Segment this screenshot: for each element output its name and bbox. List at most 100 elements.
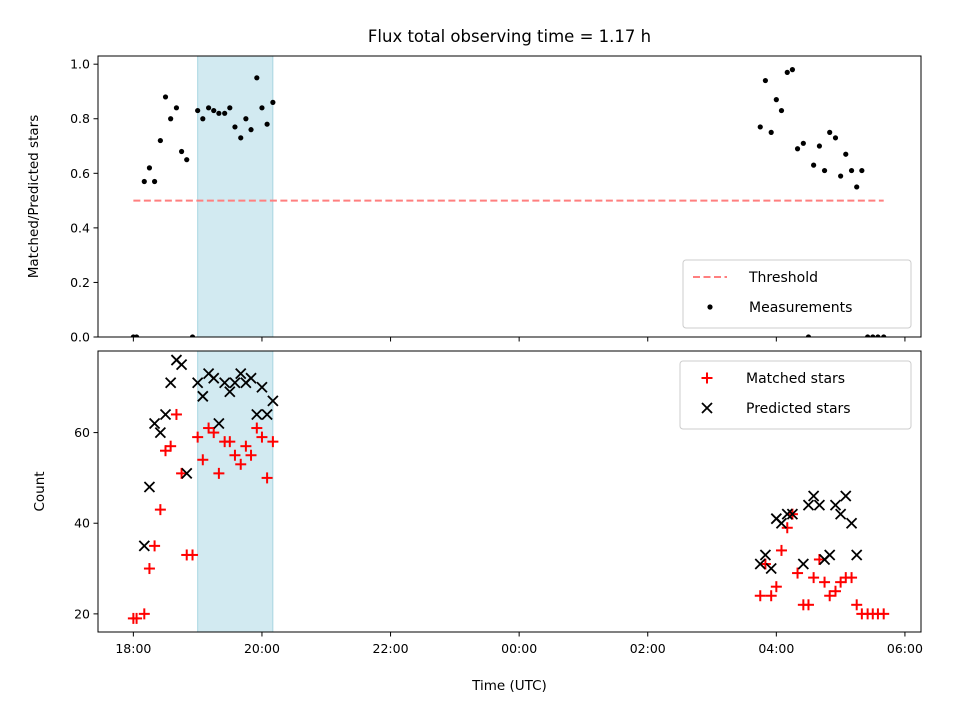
predicted-star-point	[148, 417, 161, 430]
measurement-point	[773, 97, 779, 103]
matched-star-point	[261, 472, 273, 484]
measurement-point	[222, 110, 228, 116]
predicted-star-point	[851, 549, 863, 561]
matched-star-point	[781, 522, 793, 534]
measurement-point	[146, 165, 153, 171]
predicted-star-point	[834, 508, 847, 520]
matched-star-point	[138, 608, 150, 620]
measurement-point	[859, 167, 865, 174]
measurement-point	[762, 77, 769, 84]
x-tick-label: 06:00	[887, 641, 923, 656]
legend-label: Threshold	[748, 270, 818, 286]
panel-count: 20 40 60 18:00 20:00 22:00 00:00 02:00 04:00 06:0…	[32, 350, 923, 656]
x-tick-label: 22:00	[373, 641, 409, 656]
predicted-star-point	[840, 490, 852, 502]
predicted-star-point	[754, 558, 766, 570]
measurement-point	[768, 129, 774, 135]
matched-star-point	[251, 422, 263, 434]
y-tick-label: 60	[74, 425, 90, 440]
predicted-star-point	[267, 395, 279, 407]
measurement-point	[205, 105, 212, 111]
matched-star-point	[813, 553, 825, 565]
matched-star-point	[819, 576, 831, 588]
panel-ratio: 0.0 0.2 0.4 0.6 0.8 1.0 Matched/Predicted star…	[26, 55, 922, 345]
measurement-point	[254, 75, 260, 81]
legend-frame	[679, 360, 912, 430]
legend-top: Threshold Measurements	[682, 259, 912, 329]
predicted-star-point	[802, 499, 815, 511]
measurement-point	[178, 148, 185, 155]
predicted-star-point	[256, 381, 268, 393]
matched-star-point	[131, 612, 143, 624]
matched-star-point	[824, 590, 836, 602]
measurement-point	[838, 173, 844, 179]
measurement-point	[816, 143, 823, 149]
measurement-point	[200, 116, 206, 122]
measurement-point	[162, 94, 169, 100]
measurement-point	[173, 105, 180, 111]
y-tick-label: 1.0	[70, 57, 90, 72]
matched-star-point	[245, 449, 257, 461]
predicted-star-point	[208, 372, 220, 384]
x-tick-label: 02:00	[630, 641, 666, 656]
matched-star-point	[165, 440, 177, 452]
matched-star-point	[143, 563, 155, 575]
y-tick-label: 20	[74, 606, 90, 621]
measurement-point	[848, 167, 855, 174]
matched-star-point	[154, 504, 166, 516]
matched-star-point	[765, 590, 777, 602]
measurement-point	[189, 334, 196, 337]
predicted-star-point	[143, 481, 156, 493]
measurement-point	[133, 334, 140, 337]
y-tick-label: 0.8	[70, 111, 90, 126]
measurement-point	[216, 110, 222, 116]
measurement-point	[151, 178, 158, 185]
matched-star-point	[224, 436, 236, 448]
predicted-star-point	[159, 408, 172, 421]
predicted-star-point	[192, 377, 204, 389]
measurement-point	[243, 116, 249, 122]
matched-star-point	[240, 440, 252, 452]
measurement-point	[270, 99, 276, 105]
measurement-point	[232, 124, 238, 130]
legend-label: Measurements	[749, 300, 852, 316]
predicted-star-point	[154, 426, 167, 439]
measurement-point	[264, 121, 270, 127]
predicted-star-point	[824, 549, 836, 561]
x-tick-label: 00:00	[501, 641, 537, 656]
measurement-point	[821, 167, 828, 174]
measurement-point	[800, 140, 806, 146]
measurement-point	[843, 151, 849, 157]
plot-area	[127, 354, 890, 624]
chart-title: Flux total observing time = 1.17 h	[368, 27, 651, 46]
matched-star-point	[208, 427, 220, 439]
matched-star-point	[754, 590, 766, 602]
predicted-star-point	[229, 377, 241, 389]
matched-star-point	[792, 567, 804, 579]
predicted-star-point	[781, 508, 793, 520]
y-tick-label: 40	[74, 516, 90, 531]
legend-bottom: Matched stars Predicted stars	[679, 360, 912, 430]
y-axis-label: Count	[32, 471, 48, 511]
y-tick-label: 0.0	[70, 330, 90, 345]
matched-star-point	[170, 408, 182, 420]
y-axis-label: Matched/Predicted stars	[26, 115, 42, 278]
predicted-star-point	[786, 508, 799, 520]
x-tick-label: 04:00	[758, 641, 794, 656]
matched-star-point	[878, 608, 890, 620]
measurement-point	[211, 107, 217, 114]
measurement-point	[238, 135, 244, 141]
matched-star-point	[235, 458, 247, 470]
matched-star-point	[775, 544, 787, 556]
predicted-star-point	[845, 517, 858, 529]
y-tick-label: 0.2	[70, 275, 90, 290]
measurement-point	[789, 67, 796, 73]
measurement-point	[881, 334, 887, 337]
legend-measurement-marker	[707, 304, 713, 310]
matched-star-point	[149, 540, 161, 552]
legend-label: Matched stars	[746, 371, 845, 387]
predicted-star-point	[219, 377, 231, 389]
measurement-point	[778, 107, 785, 114]
matched-star-point	[808, 572, 820, 584]
